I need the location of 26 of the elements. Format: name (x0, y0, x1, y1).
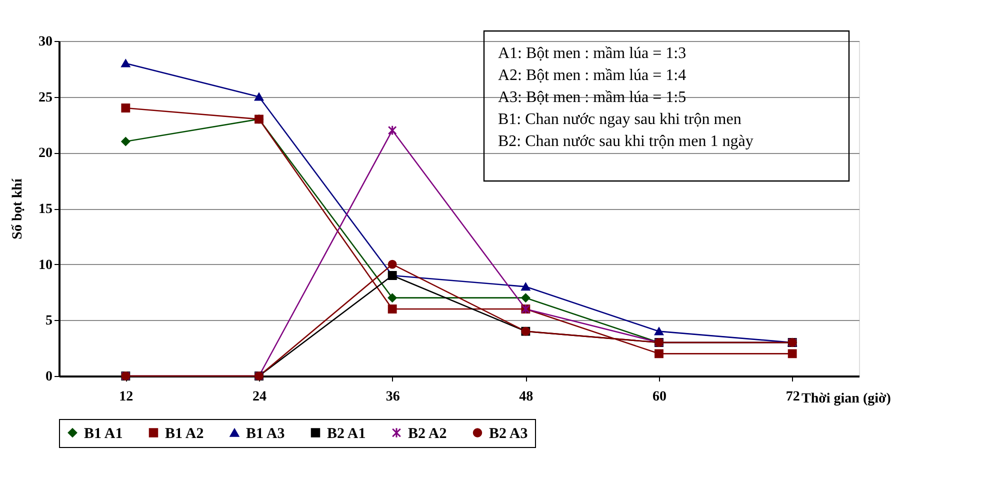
x-axis-title: Thời gian (giờ) (802, 392, 892, 406)
x-tick-label: 72 (786, 390, 800, 404)
legend-label: B2 A3 (489, 426, 528, 442)
y-tick-label: 15 (38, 202, 52, 217)
annotation: A1: Bột men : mầm lúa = 1:3 (498, 45, 686, 62)
legend-label: B1 A2 (165, 426, 204, 442)
y-tick-label: 20 (38, 146, 52, 162)
annotation: B2: Chan nước sau khi trộn men 1 ngày (498, 133, 754, 150)
legend-label: B1 A3 (246, 426, 285, 442)
y-axis-title: Số bọt khí (10, 178, 26, 240)
annotation: A2: Bột men : mầm lúa = 1:4 (498, 67, 686, 84)
y-tick-label: 30 (38, 34, 52, 50)
annotation: A3: Bột men : mầm lúa = 1:5 (498, 89, 686, 106)
x-tick-label: 24 (252, 390, 266, 404)
legend-label: B1 A1 (84, 426, 123, 442)
legend-label: B2 A1 (327, 426, 366, 442)
legend-label: B2 A2 (408, 426, 447, 442)
x-tick-label: 12 (119, 390, 134, 404)
x-tick-label: 60 (652, 390, 666, 404)
y-tick-label: 25 (38, 90, 52, 106)
y-tick-label: 0 (46, 370, 52, 384)
x-tick-label: 36 (386, 390, 400, 404)
annotation: B1: Chan nước ngay sau khi trộn men (498, 111, 742, 128)
y-tick-label: 5 (46, 314, 52, 329)
x-tick-label: 48 (519, 390, 534, 404)
y-tick-label: 10 (38, 258, 52, 273)
